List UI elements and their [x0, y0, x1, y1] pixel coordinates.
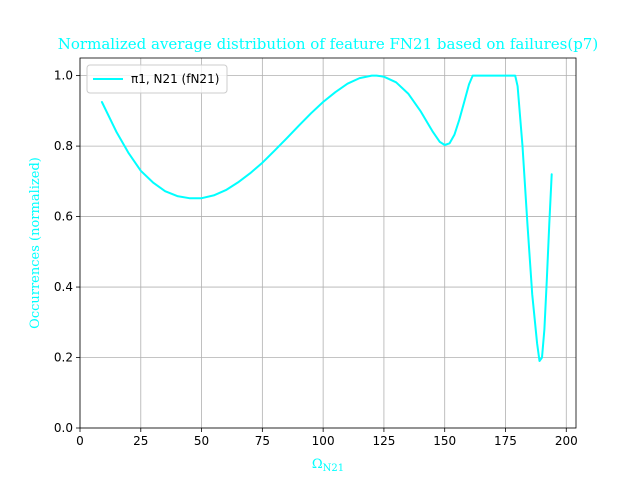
x-tick-label: 125: [372, 434, 395, 448]
y-tick-label: 0.2: [54, 351, 73, 365]
x-tick-label: 200: [555, 434, 578, 448]
chart-title: Normalized average distribution of featu…: [58, 35, 598, 53]
x-axis-label-sub: N21: [323, 463, 344, 474]
y-tick-label: 0.0: [54, 421, 73, 435]
y-tick-label: 0.4: [54, 280, 73, 294]
x-tick-label: 100: [312, 434, 335, 448]
x-axis-label-main: Ω: [312, 457, 323, 472]
y-tick-label: 0.8: [54, 139, 73, 153]
x-tick-label: 150: [433, 434, 456, 448]
y-axis-label: Occurrences (normalized): [28, 157, 43, 329]
y-tick-label: 1.0: [54, 69, 73, 83]
series-layer: [100, 74, 553, 362]
ticks: 0 25 50 75 100 125 150 175 200 0.0 0.2 0.4 0.6 0.8 1.0: [54, 69, 578, 448]
y-tick-label: 0.6: [54, 210, 73, 224]
grid: [79, 58, 576, 429]
x-axis-label: ΩN21: [312, 457, 344, 474]
x-tick-label: 25: [133, 434, 148, 448]
legend-box: [86, 64, 228, 94]
x-tick-label: 175: [494, 434, 517, 448]
series-line-0: [100, 74, 553, 362]
x-tick-label: 50: [194, 434, 209, 448]
x-tick-label: 75: [255, 434, 270, 448]
legend-label: π1, N21 (fN21): [131, 72, 219, 86]
x-tick-label: 0: [76, 434, 84, 448]
legend: π1, N21 (fN21): [86, 64, 228, 94]
plot-frame: [79, 57, 577, 429]
